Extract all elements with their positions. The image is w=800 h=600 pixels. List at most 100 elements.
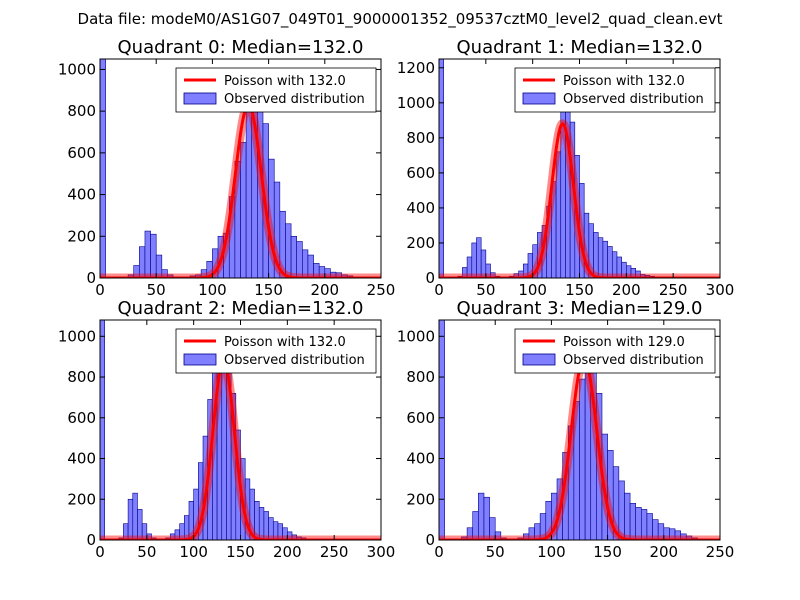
subplot-quadrant-1: Quadrant 1: Median=132.0 0 50 100 150 200 250 3… [397,37,735,299]
y-tick-label: 600 [67,144,96,162]
histogram-bar [471,242,477,278]
subplot-grid: Quadrant 0: Median=132.0 0 50 100 150 200 250 0… [58,37,735,561]
histogram-bar [100,320,105,540]
x-tick-label: 150 [226,543,255,561]
histogram-bar [579,378,586,540]
panel-title: Quadrant 0: Median=132.0 [118,37,364,58]
x-tick-label: 100 [198,281,227,299]
axes-frame [99,58,382,279]
histogram-bar [624,492,631,540]
y-tick-label: 0 [86,269,96,287]
y-tick-label: 600 [406,409,435,427]
y-tick-label: 600 [406,164,435,182]
subplot-quadrant-2: Quadrant 2: Median=132.0 0 50 100 150 200 250 3… [58,298,396,561]
histogram-bar [485,263,491,278]
y-tick-label: 800 [67,102,96,120]
y-tick-label: 200 [406,234,435,252]
legend-label-observed: Observed distribution [224,353,365,368]
histogram-bar [597,237,604,278]
legend-frame [514,67,716,113]
histogram-bar [137,509,143,540]
histogram-bar [439,59,444,278]
x-tick-label: 150 [565,281,594,299]
histogram-bar [127,498,134,540]
y-tick-label: 600 [67,409,96,427]
x-tick-label: 50 [147,281,166,299]
histogram-bar [483,496,490,540]
histogram-bar [155,254,163,278]
x-tick-label: 250 [320,543,349,561]
subplot-quadrant-3: Quadrant 3: Median=129.0 0 50 100 150 200 250 0… [397,298,735,561]
histogram-bar [240,142,247,278]
histogram-bar [641,509,648,540]
histogram-bar [139,246,146,278]
legend-patch-swatch [522,353,556,366]
y-tick-label: 800 [406,368,435,386]
panel-title: Quadrant 1: Median=132.0 [457,37,703,58]
poisson-curve-group [439,119,720,278]
legend-frame [514,328,716,374]
x-tick-label: 200 [273,543,302,561]
histogram-bar [167,274,174,278]
y-tick-label: 0 [425,269,435,287]
x-tick-label: 50 [486,543,505,561]
legend-label-poisson: Poisson with 129.0 [563,335,685,350]
histogram-bar [602,240,608,278]
panel-title: Quadrant 3: Median=129.0 [457,298,703,319]
poisson-curve [100,103,381,278]
x-tick-label: 200 [310,281,339,299]
legend-patch-swatch [183,353,217,366]
legend-label-poisson: Poisson with 132.0 [224,335,346,350]
x-tick-label: 250 [659,281,688,299]
x-tick-label: 50 [476,281,495,299]
y-tick-label: 1000 [58,60,96,78]
x-tick-label: 300 [706,281,735,299]
x-tick-label: 200 [612,281,641,299]
y-tick-label: 1000 [397,327,435,345]
y-tick-label: 1000 [397,94,435,112]
histogram-bar [150,233,157,278]
legend-frame [175,67,377,113]
x-tick-label: 300 [367,543,396,561]
histogram-bars [100,59,365,278]
poisson-curve [439,122,720,278]
poisson-curve [100,359,381,540]
histogram-bar [478,492,485,540]
y-tick-label: 400 [406,199,435,217]
y-tick-label: 1200 [397,59,435,77]
y-tick-label: 0 [425,531,435,549]
legend-label-observed: Observed distribution [563,92,704,107]
x-tick-label: 100 [537,543,566,561]
histogram-bar [607,246,613,278]
histogram-bar [100,59,106,278]
y-tick-label: 200 [67,227,96,245]
x-tick-label: 100 [179,543,208,561]
x-tick-label: 100 [518,281,547,299]
legend-patch-swatch [522,92,556,105]
y-tick-label: 400 [406,450,435,468]
legend: Poisson with 132.0 Observed distribution [175,67,377,113]
y-tick-label: 1000 [58,327,96,345]
legend-label-observed: Observed distribution [563,353,704,368]
legend: Poisson with 132.0 Observed distribution [514,67,716,113]
x-tick-label: 0 [434,281,444,299]
x-tick-label: 150 [593,543,622,561]
x-tick-label: 150 [254,281,283,299]
histogram-bar [144,230,151,278]
legend-patch-swatch [183,92,217,105]
histogram-bar [439,320,445,540]
histogram-bar [285,223,292,278]
histogram-bar [132,492,138,540]
y-tick-label: 400 [67,186,96,204]
histogram-bar [476,237,482,278]
subplot-quadrant-0: Quadrant 0: Median=132.0 0 50 100 150 200 250 0… [58,37,396,299]
axes-frame [438,319,721,541]
y-tick-label: 400 [67,450,96,468]
legend: Poisson with 132.0 Observed distribution [175,328,377,374]
histogram-bar [635,507,642,540]
y-tick-label: 200 [406,490,435,508]
x-tick-label: 0 [95,543,105,561]
panel-title: Quadrant 2: Median=132.0 [118,298,364,319]
x-tick-label: 0 [434,543,444,561]
y-tick-label: 0 [86,531,96,549]
